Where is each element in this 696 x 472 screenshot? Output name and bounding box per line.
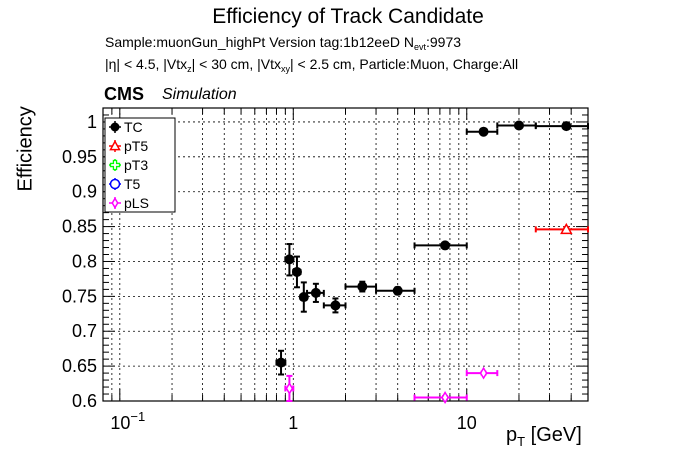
data-point xyxy=(109,139,121,151)
cms-label: CMS xyxy=(104,84,144,104)
data-point xyxy=(291,266,302,277)
data-point xyxy=(513,120,524,131)
legend-label: pT5 xyxy=(124,138,148,154)
legend-label: pLS xyxy=(124,195,149,211)
data-point xyxy=(330,300,341,311)
selection-info-line: |η| < 4.5, |Vtxz| < 30 cm, |Vtxxy| < 2.5… xyxy=(105,56,519,74)
y-tick-label: 0.8 xyxy=(72,251,97,271)
data-point xyxy=(392,285,403,296)
data-point xyxy=(441,391,449,404)
series-pLS xyxy=(284,366,499,404)
data-point xyxy=(111,197,119,209)
y-tick-label: 0.9 xyxy=(72,182,97,202)
legend: TC pT5 pT3 T5 pLS xyxy=(104,117,176,213)
y-tick-label: 0.75 xyxy=(62,286,97,306)
y-tick-label: 0.85 xyxy=(62,217,97,237)
legend-label: T5 xyxy=(124,176,141,192)
legend-label: pT3 xyxy=(124,157,148,173)
data-point xyxy=(310,287,321,298)
data-point xyxy=(285,381,294,395)
data-point xyxy=(479,366,488,380)
x-tick-label: 10 xyxy=(457,413,477,433)
y-tick-label: 0.6 xyxy=(72,391,97,411)
series-TC xyxy=(275,120,589,376)
y-tick-label: 0.7 xyxy=(72,321,97,341)
legend-label: TC xyxy=(124,119,143,135)
y-tick-label: 0.95 xyxy=(62,147,97,167)
x-tick-label: 10−1 xyxy=(110,409,145,433)
data-point xyxy=(109,159,121,171)
sample-info-line: Sample:muonGun_highPt Version tag:1b12ee… xyxy=(105,34,462,52)
grid-layer xyxy=(103,108,588,402)
y-axis-label: Efficiency xyxy=(14,106,37,192)
x-tick-label: 1 xyxy=(288,413,298,433)
data-point xyxy=(561,121,572,132)
simulation-label: Simulation xyxy=(162,86,237,103)
plot-frame xyxy=(102,107,589,402)
data-point xyxy=(440,240,451,251)
y-tick-label: 0.65 xyxy=(62,356,97,376)
series-pT5 xyxy=(534,222,589,235)
data-point xyxy=(109,178,121,190)
data-point xyxy=(110,122,120,132)
data-point xyxy=(284,254,295,265)
chart-title: Efficiency of Track Candidate xyxy=(212,5,484,28)
y-tick-label: 1 xyxy=(87,112,97,132)
data-point xyxy=(560,222,573,235)
data-point xyxy=(478,126,489,137)
data-layer xyxy=(275,120,589,404)
data-point xyxy=(276,357,287,368)
x-axis-label: pT [GeV] xyxy=(506,424,582,449)
axis-layer: 0.6 0.65 0.7 0.75 0.8 0.85 0.9 0.95 1 10−1 1 10 xyxy=(62,107,589,433)
data-point xyxy=(357,281,368,292)
